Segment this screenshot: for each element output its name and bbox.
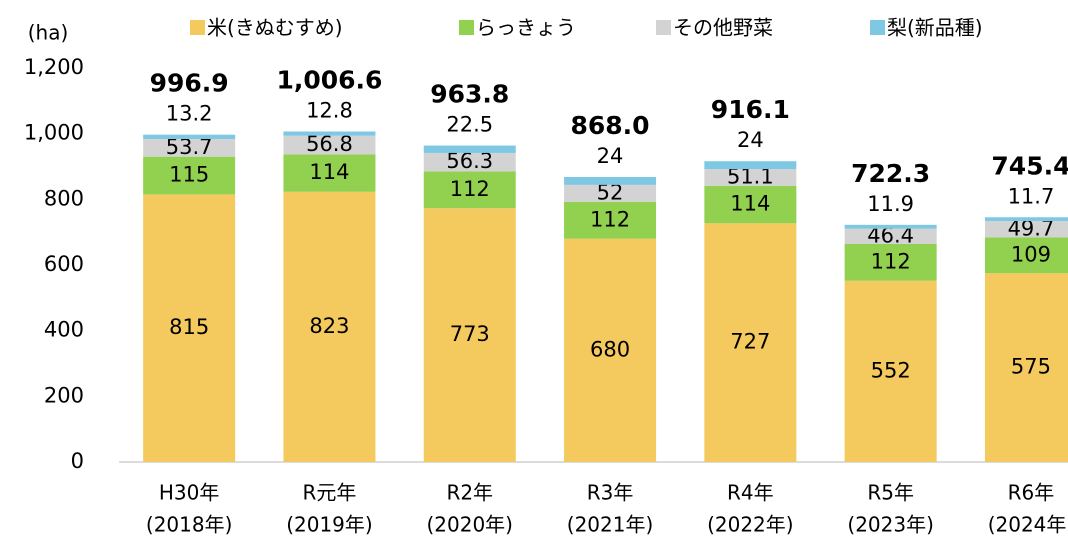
bar-segment [423, 145, 516, 153]
data-label: 815 [169, 315, 209, 339]
total-label: 722.3 [851, 159, 930, 188]
y-tick-label: 1,000 [24, 121, 84, 145]
legend-label: 米(きぬむすめ) [207, 16, 343, 40]
bar-segment [984, 221, 1068, 238]
legend-label: 梨(新品種) [887, 16, 983, 40]
bar-segment [984, 217, 1068, 222]
data-label: 112 [590, 207, 630, 231]
total-label: 1,006.6 [276, 65, 382, 94]
bar-segment [704, 185, 797, 224]
data-label: 112 [871, 249, 911, 273]
bar-segment [564, 238, 657, 462]
bar-segment [564, 201, 657, 239]
legend-swatch [459, 20, 474, 35]
data-label: 56.8 [306, 132, 353, 156]
bar-segment [844, 243, 937, 281]
bar-segment [283, 135, 376, 155]
bar-segment [423, 171, 516, 209]
bar-segment [984, 237, 1068, 274]
bar-segment [564, 184, 657, 202]
bar-segment [844, 228, 937, 244]
legend-swatch [190, 20, 205, 35]
x-tick-label: H30年 [159, 481, 220, 505]
x-tick-label: R4年 [727, 481, 774, 505]
bar-segment [423, 208, 516, 462]
data-label: 552 [871, 358, 911, 382]
data-label: 823 [309, 314, 349, 338]
x-tick-label: (2018年) [146, 513, 233, 537]
y-tick-label: 800 [44, 186, 84, 210]
bar-segment [423, 152, 516, 172]
bar-segment [844, 224, 937, 229]
x-tick-label: R3年 [587, 481, 634, 505]
y-tick-label: 600 [44, 252, 84, 276]
y-tick-label: 1,200 [24, 55, 84, 79]
bar-segment [143, 194, 236, 463]
x-tick-label: (2020年) [426, 513, 513, 537]
x-tick-label: R5年 [867, 481, 914, 505]
data-label: 112 [450, 177, 490, 201]
y-unit: (ha) [28, 21, 69, 45]
data-label: 575 [1011, 355, 1051, 379]
data-label: 12.8 [306, 98, 353, 122]
total-label: 868.0 [571, 111, 650, 140]
x-tick-label: (2022年) [707, 513, 794, 537]
x-tick-label: (2023年) [847, 513, 934, 537]
data-label: 114 [730, 192, 770, 216]
y-tick-label: 200 [44, 383, 84, 407]
bar-segment [283, 154, 376, 192]
bar-segment [704, 161, 797, 170]
data-label: 114 [309, 160, 349, 184]
bar-segment [143, 156, 236, 195]
bar-segment [564, 177, 657, 185]
x-tick-label: (2019年) [286, 513, 373, 537]
x-tick-label: R元年 [302, 481, 356, 505]
total-label: 916.1 [711, 95, 790, 124]
data-label: 109 [1011, 242, 1051, 266]
data-label: 11.9 [867, 192, 914, 216]
bar-segment [283, 131, 376, 136]
data-label: 22.5 [446, 113, 493, 137]
bar-segment [984, 273, 1068, 462]
x-tick-label: R6年 [1008, 481, 1055, 505]
data-label: 773 [450, 322, 490, 346]
legend-label: その他野菜 [673, 16, 773, 40]
bar-segment [704, 223, 797, 462]
data-label: 11.7 [1008, 184, 1055, 208]
bar-segment [283, 191, 376, 462]
x-tick-label: (2024年) [988, 513, 1068, 537]
x-tick-label: R2年 [446, 481, 493, 505]
data-label: 13.2 [166, 102, 213, 126]
data-label: 680 [590, 337, 630, 361]
total-label: 963.8 [430, 80, 509, 109]
data-label: 115 [169, 163, 209, 187]
bar-segment [143, 134, 236, 140]
bar-segment [143, 139, 236, 157]
legend-swatch [870, 20, 885, 35]
y-tick-label: 400 [44, 318, 84, 342]
total-label: 996.9 [150, 69, 229, 98]
legend-swatch [656, 20, 671, 35]
bar-segment [704, 169, 797, 186]
data-label: 56.3 [446, 149, 493, 173]
x-tick-label: (2021年) [567, 513, 654, 537]
data-label: 24 [597, 144, 624, 168]
data-label: 727 [730, 330, 770, 354]
legend-label: らっきょう [476, 16, 576, 40]
data-label: 24 [737, 128, 764, 152]
bar-segment [844, 280, 937, 462]
y-tick-label: 0 [71, 449, 84, 473]
total-label: 745.4 [991, 151, 1068, 180]
